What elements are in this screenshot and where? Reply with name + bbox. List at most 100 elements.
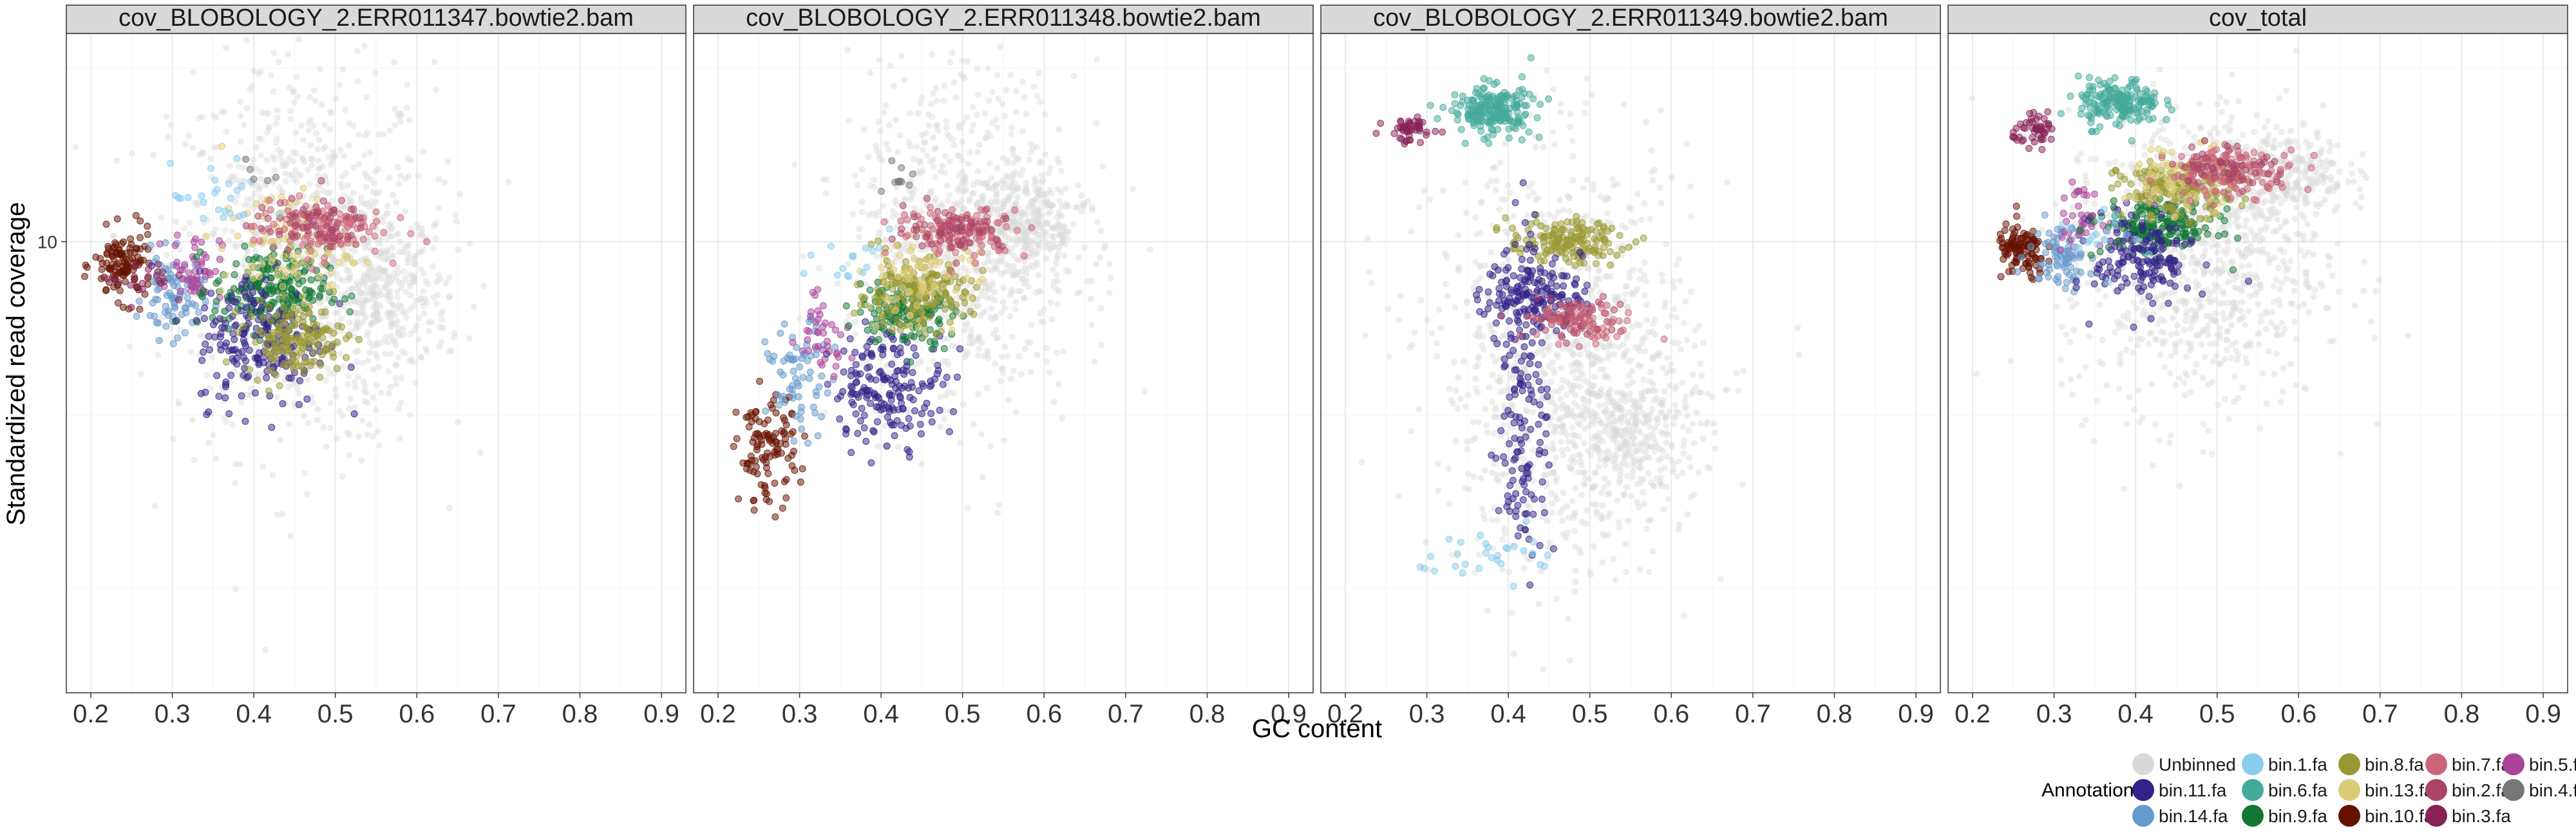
- data-point: [341, 153, 348, 159]
- data-point: [820, 329, 828, 337]
- data-point: [388, 254, 395, 261]
- data-point: [413, 323, 420, 330]
- data-point: [139, 285, 146, 293]
- data-point: [111, 232, 117, 240]
- data-point: [882, 280, 889, 288]
- data-point: [175, 296, 182, 304]
- data-point: [973, 111, 980, 118]
- data-point: [788, 386, 796, 393]
- data-point: [273, 135, 280, 142]
- data-point: [916, 157, 923, 164]
- data-point: [294, 250, 301, 258]
- data-point: [929, 51, 936, 58]
- data-point: [947, 244, 955, 251]
- data-point: [1548, 489, 1555, 496]
- data-point: [818, 413, 825, 420]
- data-point: [1497, 388, 1504, 395]
- data-point: [278, 292, 286, 299]
- data-point: [350, 122, 357, 129]
- data-point: [1610, 556, 1617, 563]
- data-point: [791, 161, 799, 168]
- data-point: [374, 354, 381, 361]
- data-point: [757, 481, 765, 489]
- data-point: [1417, 297, 1425, 304]
- data-point: [909, 268, 916, 276]
- data-point: [296, 377, 304, 384]
- data-point: [384, 235, 390, 242]
- data-point: [281, 314, 289, 321]
- data-point: [1041, 111, 1048, 118]
- data-point: [358, 199, 365, 206]
- data-point: [132, 212, 140, 220]
- data-point: [984, 351, 991, 358]
- data-point: [811, 409, 819, 417]
- data-point: [1628, 493, 1635, 500]
- data-point: [848, 449, 855, 456]
- data-point: [992, 326, 999, 334]
- data-point: [338, 323, 345, 331]
- data-point: [361, 398, 368, 405]
- data-point: [175, 399, 182, 406]
- data-point: [880, 375, 887, 383]
- data-point: [1566, 124, 1573, 131]
- data-point: [376, 265, 383, 272]
- data-point: [1464, 391, 1472, 398]
- data-point: [256, 237, 263, 245]
- data-point: [871, 183, 878, 191]
- data-point: [144, 222, 151, 230]
- data-point: [108, 248, 115, 256]
- data-point: [408, 356, 415, 363]
- data-point: [453, 218, 460, 225]
- data-point: [213, 455, 220, 462]
- data-point: [213, 279, 220, 287]
- data-point: [998, 310, 1005, 316]
- data-point: [301, 413, 308, 420]
- data-point: [392, 375, 399, 382]
- data-point: [374, 274, 381, 280]
- data-point: [781, 428, 788, 436]
- data-point: [1645, 329, 1652, 335]
- data-point: [385, 274, 392, 281]
- data-point: [1001, 113, 1008, 119]
- data-point: [301, 299, 308, 307]
- data-point: [303, 491, 310, 498]
- data-point: [452, 212, 459, 219]
- data-point: [223, 44, 229, 52]
- data-point: [346, 319, 353, 326]
- data-point: [334, 219, 342, 227]
- data-point: [967, 149, 974, 156]
- data-point: [849, 401, 857, 408]
- data-point: [1551, 140, 1558, 147]
- data-point: [762, 429, 770, 437]
- data-point: [920, 323, 928, 331]
- data-point: [376, 270, 383, 277]
- data-point: [996, 229, 1003, 236]
- data-point: [1555, 353, 1562, 361]
- data-point: [240, 323, 247, 330]
- data-point: [371, 292, 378, 299]
- data-point: [241, 164, 247, 171]
- data-point: [371, 232, 379, 240]
- data-point: [858, 353, 866, 361]
- data-point: [229, 228, 236, 235]
- data-point: [910, 156, 917, 163]
- data-point: [361, 382, 368, 390]
- data-point: [292, 129, 299, 136]
- data-point: [410, 359, 417, 366]
- data-point: [328, 109, 334, 117]
- panels-group: cov_BLOBOLOGY_2.ERR011347.bowtie2.bam0.2…: [37, 5, 2568, 728]
- data-point: [875, 237, 882, 245]
- data-point: [281, 267, 289, 274]
- data-point: [775, 401, 782, 409]
- data-point: [983, 205, 990, 213]
- data-point: [382, 285, 389, 292]
- data-point: [976, 229, 983, 237]
- data-point: [397, 110, 404, 117]
- data-point: [872, 323, 880, 330]
- data-point: [293, 290, 301, 298]
- data-point: [1670, 278, 1677, 285]
- data-point: [346, 405, 353, 412]
- data-point: [346, 277, 353, 283]
- data-point: [389, 259, 397, 267]
- data-point: [1013, 88, 1019, 95]
